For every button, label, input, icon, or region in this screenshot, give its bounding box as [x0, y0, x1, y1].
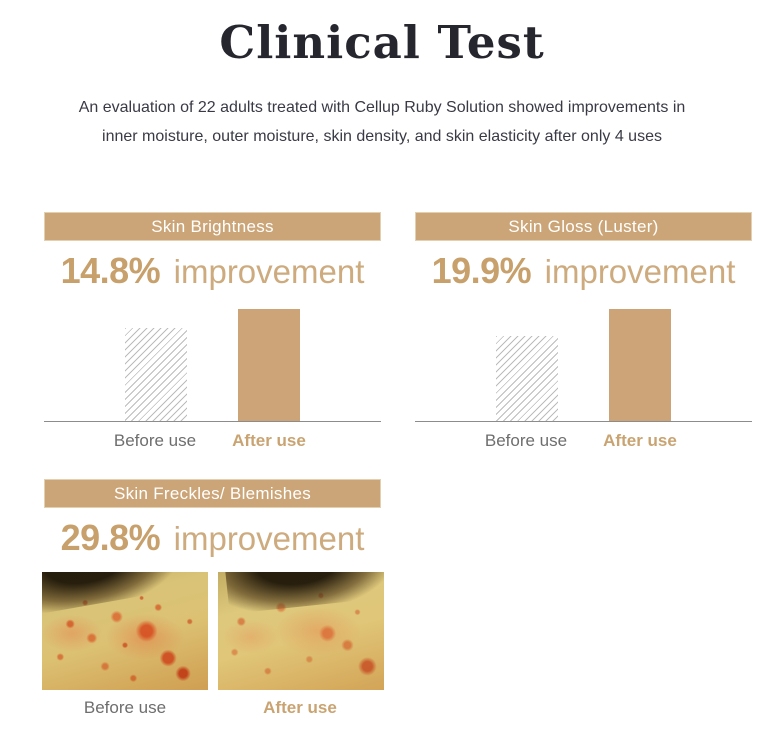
after-use-skin-photo: [218, 572, 384, 690]
photo-labels: Before use After use: [44, 698, 381, 720]
improvement-word: improvement: [544, 253, 736, 290]
after-use-label: After use: [263, 698, 337, 717]
panel-skin-freckles: Skin Freckles/ Blemishes 29.8% improveme…: [42, 479, 384, 729]
subtitle-line-1: An evaluation of 22 adults treated with …: [78, 99, 686, 116]
panel-title: Skin Gloss (Luster): [508, 216, 659, 236]
improvement-stat: 19.9% improvement: [415, 250, 752, 292]
before-use-label: Before use: [484, 431, 568, 450]
panel-skin-brightness: Skin Brightness 14.8% improvement Before…: [44, 212, 381, 462]
before-use-label: Before use: [83, 698, 167, 717]
panel-title: Skin Freckles/ Blemishes: [113, 483, 312, 503]
before-use-bar: [125, 328, 187, 421]
improvement-percent: 29.8%: [60, 517, 161, 558]
improvement-percent: 19.9%: [431, 250, 532, 291]
axis-labels: Before use After use: [44, 431, 381, 453]
bar-chart-skin-brightness: [44, 309, 381, 422]
after-use-label: After use: [603, 431, 677, 450]
after-use-label: After use: [232, 431, 306, 450]
subtitle-line-2: inner moisture, outer moisture, skin den…: [102, 128, 662, 145]
bar-chart-skin-gloss: [415, 309, 752, 422]
improvement-stat: 29.8% improvement: [44, 517, 381, 559]
axis-labels: Before use After use: [415, 431, 752, 453]
after-use-bar: [238, 309, 300, 421]
improvement-word: improvement: [173, 520, 365, 557]
panel-header: Skin Freckles/ Blemishes: [44, 479, 381, 508]
after-use-bar: [609, 309, 671, 421]
before-use-label: Before use: [113, 431, 197, 450]
before-use-bar: [496, 336, 558, 421]
before-use-skin-photo: [42, 572, 208, 690]
improvement-percent: 14.8%: [60, 250, 161, 291]
improvement-stat: 14.8% improvement: [44, 250, 381, 292]
panel-skin-gloss: Skin Gloss (Luster) 19.9% improvement Be…: [415, 212, 752, 462]
panel-header: Skin Brightness: [44, 212, 381, 241]
subtitle: An evaluation of 22 adults treated with …: [0, 93, 764, 151]
panel-title: Skin Brightness: [151, 216, 274, 236]
improvement-word: improvement: [173, 253, 365, 290]
panel-header: Skin Gloss (Luster): [415, 212, 752, 241]
page-title: Clinical Test: [219, 16, 545, 69]
